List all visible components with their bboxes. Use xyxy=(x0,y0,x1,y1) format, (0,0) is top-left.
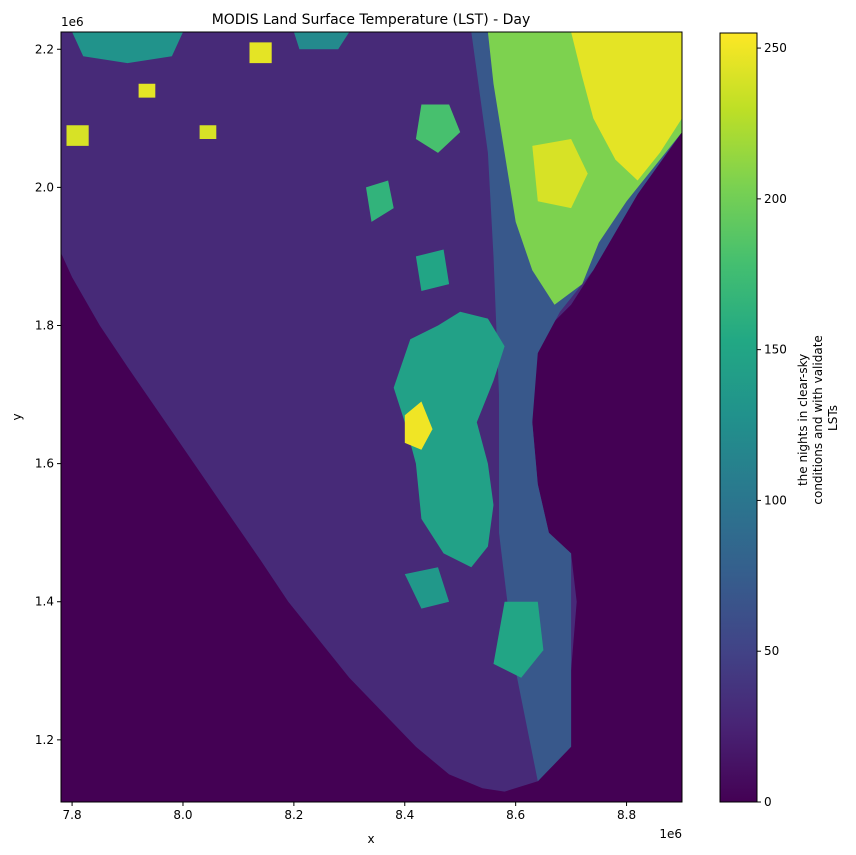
y-tick-label: 1.4 xyxy=(35,595,54,609)
y-tick-label: 1.8 xyxy=(35,318,54,332)
region-northwest-yellow-3 xyxy=(249,42,272,64)
y-axis-ticks: 1.2 1.4 1.6 1.8 2.0 2.2 xyxy=(35,42,61,747)
x-tick-label: 8.6 xyxy=(506,808,525,822)
x-tick-label: 8.2 xyxy=(284,808,303,822)
colorbar-tick-label: 200 xyxy=(764,192,787,206)
region-north-green-2 xyxy=(366,180,394,222)
y-offset-label: 1e6 xyxy=(61,15,84,29)
y-tick-label: 1.6 xyxy=(35,457,54,471)
y-tick-label: 1.2 xyxy=(35,733,54,747)
colorbar-label-line-3: LSTs xyxy=(826,405,840,431)
region-central-ridge xyxy=(393,311,505,568)
y-axis-label: y xyxy=(10,413,24,420)
y-tick-label: 2.0 xyxy=(35,180,54,194)
region-north-teal-2 xyxy=(293,32,350,50)
region-northwest-yellow-1 xyxy=(66,125,89,146)
region-north-green-1 xyxy=(415,104,461,153)
colorbar-label-line-2: conditions and with validate xyxy=(811,335,825,504)
y-tick-label: 2.2 xyxy=(35,42,54,56)
x-tick-label: 7.8 xyxy=(63,808,82,822)
region-coastal-strip xyxy=(493,601,544,678)
heatmap-regions xyxy=(61,32,682,792)
colorbar-tick-label: 0 xyxy=(764,795,772,809)
region-northeast-hot xyxy=(571,32,682,181)
region-northwest-yellow-2 xyxy=(138,83,156,98)
plot-area xyxy=(60,31,683,803)
colorbar-tick-label: 100 xyxy=(764,493,787,507)
colorbar-label-line-1: the nights in clear-sky xyxy=(796,354,810,486)
chart-title: MODIS Land Surface Temperature (LST) - D… xyxy=(212,12,531,28)
colorbar-tick-label: 250 xyxy=(764,41,787,55)
plot-frame xyxy=(60,31,683,803)
colorbar-tick-label: 50 xyxy=(764,644,779,658)
region-south-green-1 xyxy=(404,567,450,609)
region-hot-spot-central xyxy=(404,401,433,450)
colorbar-label: the nights in clear-sky conditions and w… xyxy=(796,331,840,504)
colorbar-frame xyxy=(719,32,758,803)
x-tick-label: 8.8 xyxy=(617,808,636,822)
colorbar-tick-label: 150 xyxy=(764,343,787,357)
x-axis-ticks: 7.8 8.0 8.2 8.4 8.6 8.8 xyxy=(63,802,636,822)
x-tick-label: 8.0 xyxy=(173,808,192,822)
region-north-teal-1 xyxy=(72,32,183,64)
region-west-green-1 xyxy=(415,249,450,291)
region-northwest-yellow-4 xyxy=(199,125,217,139)
x-tick-label: 8.4 xyxy=(395,808,414,822)
x-axis-label: x xyxy=(367,832,374,846)
colorbar: 0 50 100 150 200 250 the nights in clear-sky … xyxy=(719,32,840,809)
colorbar-ticks: 0 50 100 150 200 250 xyxy=(757,41,787,809)
colorbar-gradient xyxy=(720,33,757,802)
x-offset-label: 1e6 xyxy=(659,827,682,841)
region-northeast-hot-2 xyxy=(532,139,588,209)
